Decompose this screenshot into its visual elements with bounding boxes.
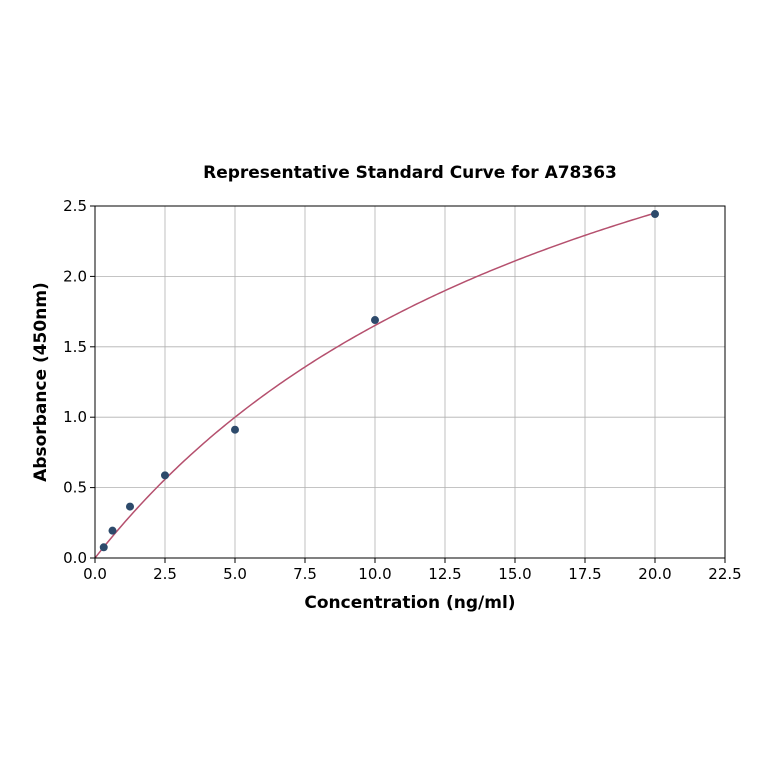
y-tick-label: 1.5 [63, 338, 87, 356]
x-tick-label: 12.5 [428, 565, 461, 583]
data-point [126, 502, 134, 511]
fit-curve [94, 212, 656, 559]
grid [94, 205, 726, 559]
y-tick-label: 0.0 [63, 549, 87, 567]
x-tick-label: 10.0 [358, 565, 391, 583]
x-tick-label: 20.0 [638, 565, 671, 583]
y-tick-label: 1.0 [63, 408, 87, 426]
y-tick-label: 2.0 [63, 267, 87, 285]
chart-title: Representative Standard Curve for A78363 [203, 163, 617, 183]
x-tick-label: 0.0 [83, 565, 107, 583]
data-point [231, 425, 239, 434]
data-point [161, 471, 169, 480]
data-point [651, 210, 659, 219]
x-tick-label: 15.0 [498, 565, 531, 583]
x-axis-ticks: 0.0 2.5 5.0 7.5 10.0 12.5 15.0 17.5 20.0 22.5 [83, 558, 742, 583]
x-tick-label: 22.5 [708, 565, 741, 583]
x-tick-label: 17.5 [568, 565, 601, 583]
plot-frame [94, 205, 726, 559]
y-axis-ticks: 0.0 0.5 1.0 1.5 2.0 2.5 [63, 197, 95, 567]
x-tick-label: 5.0 [223, 565, 247, 583]
y-tick-label: 0.5 [63, 479, 87, 497]
data-point [371, 316, 379, 325]
y-tick-label: 2.5 [63, 197, 87, 215]
y-axis-label: Absorbance (450nm) [31, 282, 51, 482]
x-tick-label: 7.5 [293, 565, 317, 583]
data-point [108, 526, 117, 535]
x-tick-label: 2.5 [153, 565, 177, 583]
data-points [99, 210, 659, 552]
x-axis-label: Concentration (ng/ml) [304, 593, 515, 613]
data-point [99, 543, 108, 552]
